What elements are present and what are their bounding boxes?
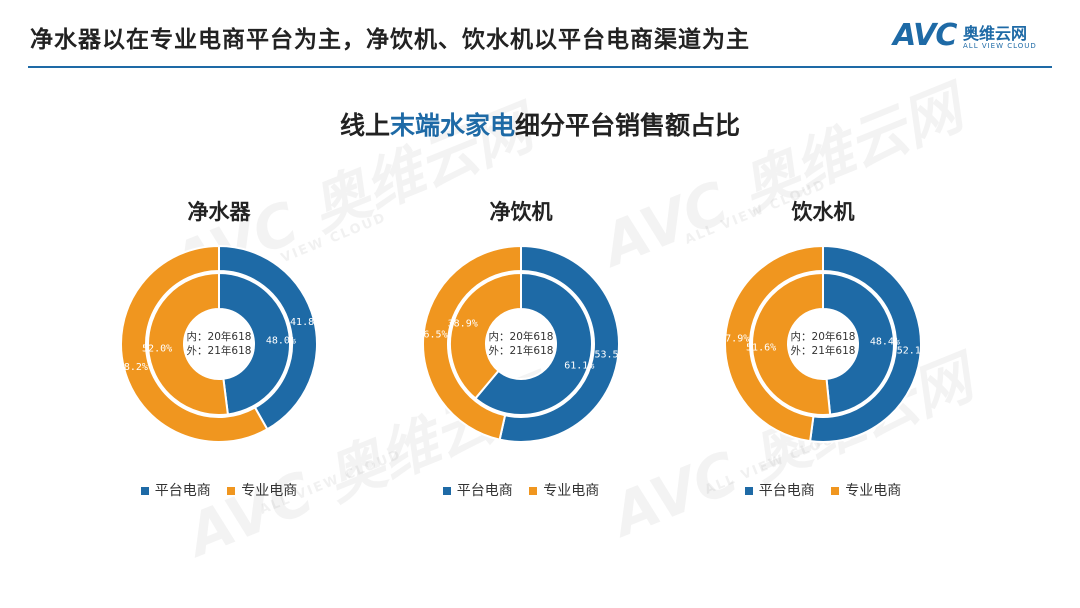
inner-ring-slice-platform [822, 271, 896, 416]
chart-title-part2: 细分平台销售额占比 [515, 111, 741, 140]
inner-ring-slice-specialty [751, 271, 832, 416]
donut-panel-water-dispenser-purifier: 净饮机 53.5% 46.5% 61.1% 38.9% 内：20年618 外：21年618… [401, 190, 641, 510]
legend-swatch-platform [442, 487, 451, 495]
panel-title: 饮水机 [791, 200, 855, 224]
outer-ring-data-label: 47.9% [719, 334, 749, 345]
outer-ring-slice-specialty [422, 244, 522, 441]
legend-swatch-specialty [227, 487, 236, 495]
legend-label-platform: 平台电商 [456, 483, 513, 499]
legend-swatch-platform [140, 487, 149, 495]
legend-label-specialty: 专业电商 [845, 483, 902, 499]
legend-item-specialty: 专业电商 [529, 480, 599, 500]
inner-ring-slice-specialty [449, 271, 522, 400]
inner-ring-data-label: 61.1% [564, 361, 594, 372]
outer-ring-data-label: 46.5% [417, 330, 447, 341]
legend-label-platform: 平台电商 [154, 483, 211, 499]
center-label: 外：21年618 [187, 344, 252, 357]
inner-ring-data-label: 48.0% [266, 336, 296, 347]
legend-swatch-platform [744, 487, 753, 495]
outer-ring-slice-specialty [724, 244, 824, 443]
outer-ring-slice-platform [498, 244, 620, 443]
legend-item-specialty: 专业电商 [831, 480, 901, 500]
center-label: 内：20年618 [489, 330, 554, 343]
legend-label-specialty: 专业电商 [241, 483, 298, 499]
outer-ring-slice-specialty [120, 244, 269, 443]
avc-logo: AVC 奥维云网 ALL VIEW CLOUD [893, 18, 1063, 58]
inner-ring-data-label: 48.4% [870, 336, 900, 347]
inner-ring-slice-specialty [147, 271, 230, 416]
logo-cn-text: 奥维云网 [963, 24, 1028, 43]
outer-ring-data-label: 53.5% [594, 349, 624, 360]
inner-ring-data-label: 51.6% [746, 343, 776, 354]
legend: 平台电商 专业电商 [703, 480, 943, 500]
logo-en-text: ALL VIEW CLOUD [963, 42, 1037, 50]
center-label: 外：21年618 [489, 344, 554, 357]
outer-ring-data-label: 58.2% [118, 362, 148, 373]
inner-ring-data-label: 52.0% [142, 343, 172, 354]
donut-panel-water-dispenser: 饮水机 52.1% 47.9% 48.4% 51.6% 内：20年618 外：21年618… [703, 190, 943, 510]
chart-title-part1: 线上 [339, 111, 390, 140]
legend-label-platform: 平台电商 [758, 483, 815, 499]
center-label: 内：20年618 [187, 330, 252, 343]
inner-ring-slice-platform [473, 271, 593, 416]
panel-title: 净水器 [187, 200, 251, 224]
logo-mark: AVC [893, 18, 957, 53]
inner-ring-data-label: 38.9% [448, 318, 478, 329]
legend: 平台电商 专业电商 [401, 480, 641, 500]
legend-item-platform: 平台电商 [140, 480, 211, 500]
donut-panel-water-purifier: 净水器 41.8% 58.2% 48.0% 52.0% 内：20年618 外：21年618… [99, 190, 339, 510]
center-label: 外：21年618 [791, 344, 856, 357]
legend-swatch-specialty [529, 487, 538, 495]
legend-item-platform: 平台电商 [442, 480, 513, 500]
header-divider [28, 66, 1052, 68]
page-header: 净水器以在专业电商平台为主，净饮机、饮水机以平台电商渠道为主 AVC 奥维云网 … [0, 0, 1080, 74]
legend-swatch-specialty [831, 487, 840, 495]
chart-title-highlight: 末端水家电 [389, 111, 515, 140]
legend-label-specialty: 专业电商 [543, 483, 600, 499]
chart-title: 线上末端水家电细分平台销售额占比 [0, 106, 1080, 142]
center-label: 内：20年618 [791, 330, 856, 343]
outer-ring-data-label: 41.8% [290, 317, 320, 328]
outer-ring-data-label: 52.1% [897, 345, 927, 356]
panel-title: 净饮机 [489, 200, 553, 224]
legend-item-specialty: 专业电商 [227, 480, 297, 500]
legend: 平台电商 专业电商 [99, 480, 339, 500]
legend-item-platform: 平台电商 [744, 480, 815, 500]
outer-ring-slice-platform [808, 244, 922, 443]
page-title: 净水器以在专业电商平台为主，净饮机、饮水机以平台电商渠道为主 [30, 27, 750, 53]
outer-ring-slice-platform [218, 244, 318, 431]
inner-ring-slice-platform [218, 271, 291, 416]
